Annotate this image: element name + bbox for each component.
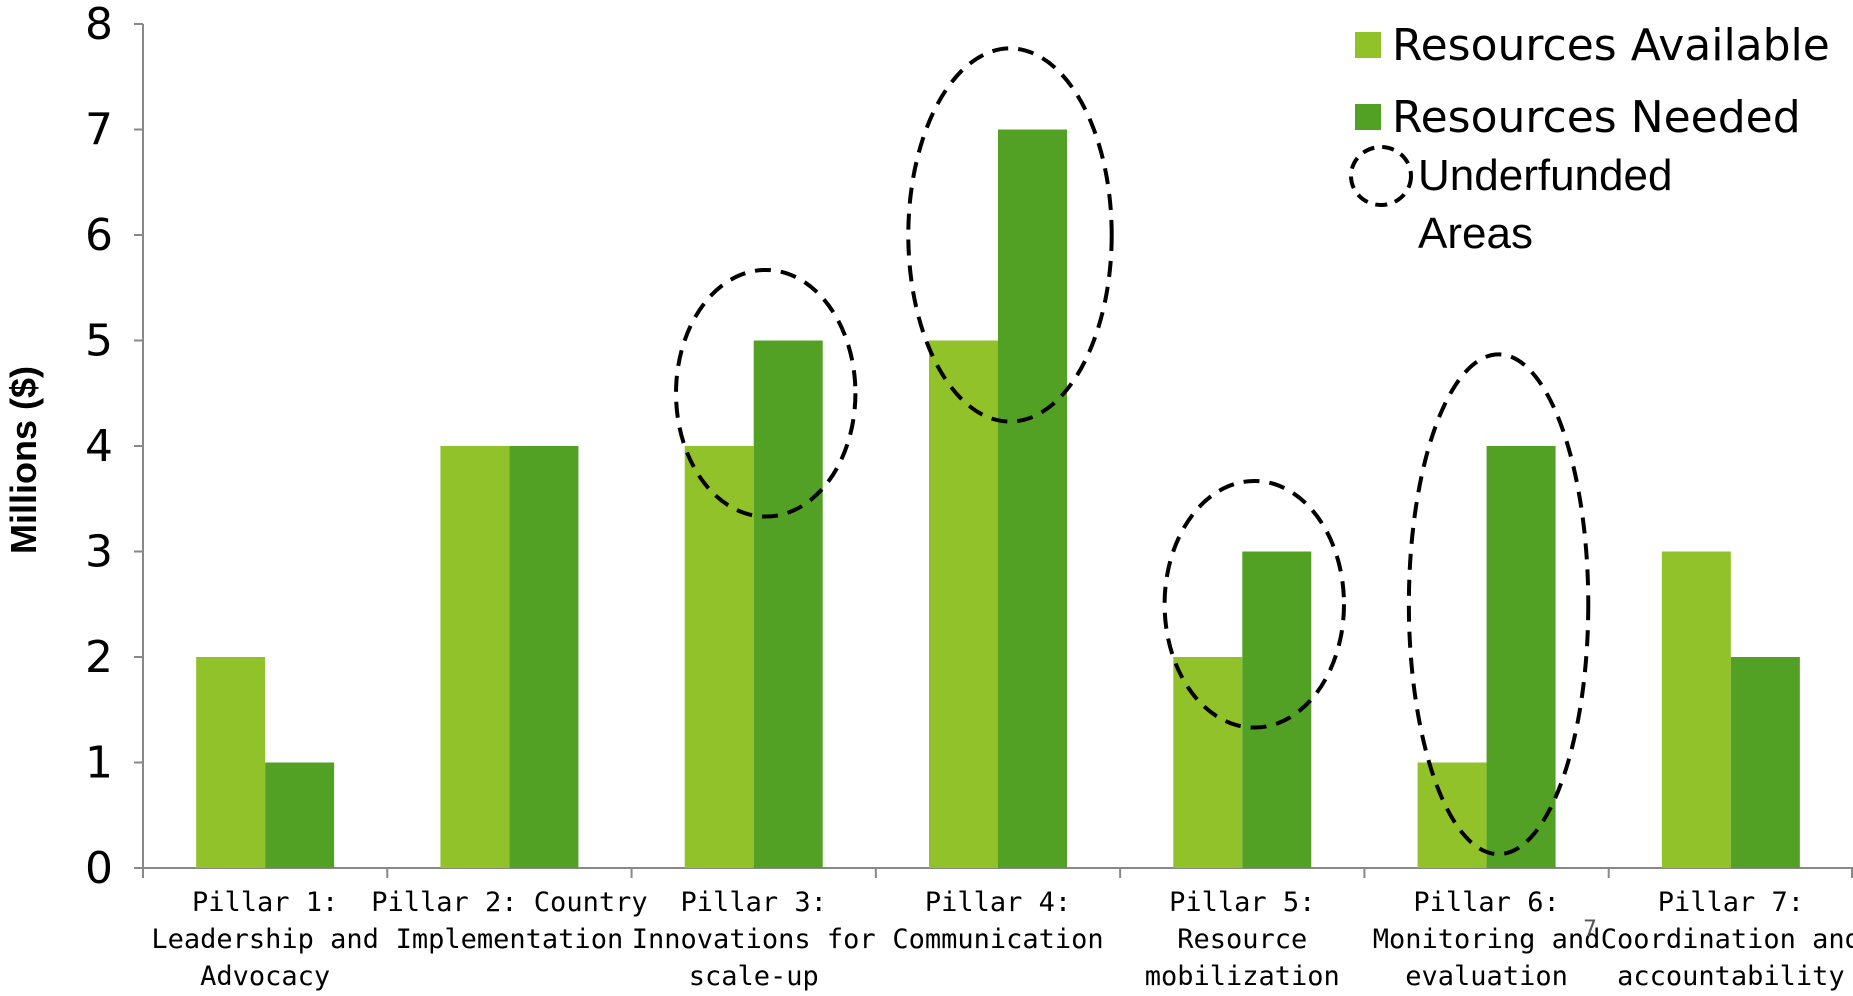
legend-swatch-underfunded — [1349, 145, 1413, 207]
x-tick-label: accountability — [1617, 961, 1845, 992]
y-axis-label: Millions ($) — [3, 366, 44, 554]
x-tick-label: Pillar 4: — [925, 887, 1071, 918]
x-tick-label: Resource — [1177, 924, 1307, 955]
y-tick-label: 6 — [85, 210, 113, 261]
bar-needed-4 — [998, 129, 1067, 868]
underfunded-ellipses — [674, 46, 1591, 857]
y-tick-label: 8 — [85, 0, 113, 50]
legend-label-available: Resources Available — [1392, 20, 1830, 71]
bar-needed-1 — [265, 762, 335, 868]
legend-swatch-available — [1355, 32, 1381, 58]
x-tick-label: scale-up — [689, 961, 819, 992]
y-tick-label: 0 — [85, 843, 113, 894]
y-tick-label: 1 — [85, 738, 113, 789]
x-tick-label: evaluation — [1405, 961, 1568, 992]
legend-label-underfunded-line2: Areas — [1418, 209, 1533, 258]
x-tick-labels: Pillar 1: Leadership and Advocacy Pillar 2:… — [151, 887, 1853, 992]
y-axis: 0 1 2 3 4 5 6 7 8 — [85, 0, 144, 894]
bar-needed-7 — [1730, 657, 1800, 868]
legend-label-underfunded-line1: Underfunded — [1418, 151, 1672, 200]
x-tick-label: Pillar 6: — [1413, 887, 1559, 918]
legend-label-needed: Resources Needed — [1392, 92, 1801, 143]
page-number: 7 — [1583, 917, 1597, 942]
bar-needed-3 — [753, 340, 823, 868]
bar-available-4 — [929, 340, 998, 868]
x-tick-label: mobilization — [1145, 961, 1340, 992]
y-tick-label: 4 — [85, 421, 113, 472]
x-tick-label: Pillar 1: — [192, 887, 338, 918]
x-tick-label: Advocacy — [200, 961, 330, 992]
x-tick-label: Coordination and — [1601, 924, 1853, 955]
y-tick-label: 3 — [85, 527, 113, 578]
bar-needed-2 — [509, 446, 579, 868]
underfunded-ellipse-3 — [674, 267, 858, 519]
underfunded-ellipse-5 — [1162, 478, 1346, 730]
x-tick-label: Innovations for — [632, 924, 876, 955]
bar-available-7 — [1661, 551, 1731, 868]
bar-available-2 — [440, 446, 510, 868]
x-tick-label: Pillar 3: — [681, 887, 827, 918]
y-tick-label: 5 — [85, 316, 113, 367]
x-tick-label: Implementation — [396, 924, 624, 955]
underfunded-ellipse-4 — [906, 46, 1114, 424]
bar-available-5 — [1173, 657, 1243, 868]
bar-available-3 — [684, 446, 754, 868]
x-tick-label: Leadership and — [151, 924, 379, 955]
legend-swatch-needed — [1355, 104, 1381, 130]
legend: Resources Available Resources Needed Und… — [1349, 20, 1830, 258]
x-tick-label: Communication — [892, 924, 1103, 955]
x-tick-label: Pillar 5: — [1169, 887, 1315, 918]
y-tick-label: 2 — [85, 632, 113, 683]
x-axis — [142, 867, 1853, 878]
bar-needed-6 — [1486, 446, 1556, 868]
x-tick-label: Pillar 2: Country — [371, 887, 647, 918]
y-tick-label: 7 — [85, 105, 113, 156]
x-tick-label: Monitoring and — [1373, 924, 1601, 955]
x-tick-label: Pillar 7: — [1658, 887, 1804, 918]
bars — [196, 129, 1800, 868]
bar-available-1 — [196, 657, 266, 868]
underfunded-ellipse-6 — [1406, 352, 1591, 857]
